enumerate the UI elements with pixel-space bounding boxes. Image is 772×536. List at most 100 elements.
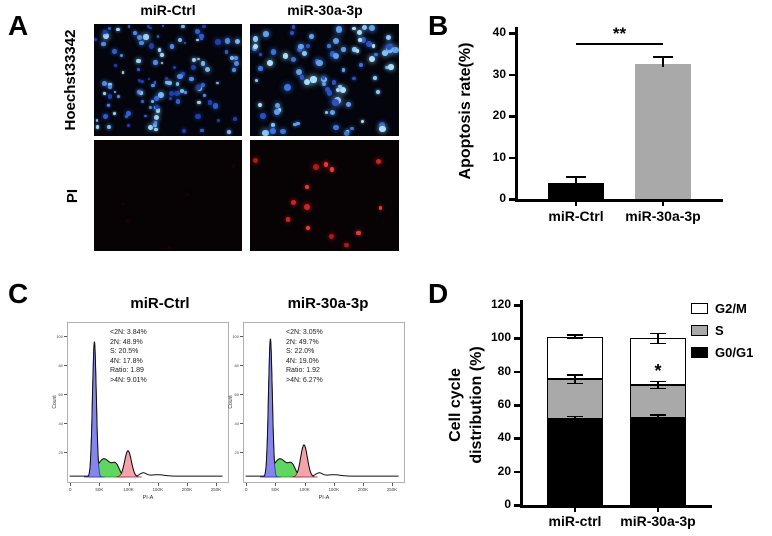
legend-label-G2M: G2/M [715,301,747,316]
d-error-cap [650,414,666,416]
cell-dot [157,92,164,98]
cell-dot [327,43,332,48]
cell-dot [179,88,185,94]
cell-dot [379,122,385,128]
cell-dot [189,76,194,82]
cell-dot [168,91,174,97]
cell-dot [136,89,141,94]
micrograph-hoechst-mir-30a-3p [250,24,399,136]
cell-dot [227,130,231,135]
cell-dot [161,24,165,27]
cell-dot [385,43,393,50]
cell-dot [196,38,199,42]
d-error-line [657,415,659,422]
flow-x-tick-label: 50K [95,487,104,492]
cell-dot [132,30,137,35]
cell-dot [343,242,349,248]
cell-dot [329,167,335,172]
d-segment-G2M-0 [547,336,603,380]
flow-x-tick-label: 0 [68,487,72,492]
cell-dot [151,83,155,88]
d-error-cap [567,382,583,385]
cell-dot [258,66,263,71]
cell-dot [107,94,113,99]
cell-dot [148,43,154,49]
d-x-label-0: miR-ctrl [548,513,602,529]
flow-annotation-line: Ratio: 1.89 [110,367,144,375]
cell-dot [175,99,181,104]
micrograph-pi-mir-30a-3p [250,140,399,251]
cell-dot [154,127,158,132]
d-segment-G2M-1 [630,338,686,385]
cell-dot [141,100,144,103]
flow-annotations: <2N: 3.05% 2N: 49.7% S: 22.0% 4N: 19.0% Rati… [286,328,323,386]
flow-x-tick-label: 50K [271,487,280,492]
cell-dot [103,33,109,39]
cell-dot [154,96,159,101]
cell-dot [352,47,357,52]
flow-cytometry-plot-mir-ctrl: <2N: 3.84% 2N: 48.9% S: 20.5% 4N: 17.8% Rati… [48,320,230,501]
d-y-tick [514,337,520,340]
d-y-axis [520,300,523,508]
cell-dot [112,49,117,54]
panel-c-label: C [8,278,29,309]
cell-dot [270,123,275,128]
cell-dot [274,108,281,115]
d-error-line [657,333,659,344]
cell-dot [336,87,341,92]
cell-dot [296,47,302,53]
cell-dot [183,41,187,45]
cell-dot [271,49,277,55]
d-y-tick-label: 120 [490,297,511,311]
cell-dot [165,80,169,84]
flow-y-tick-label: 100 [56,333,63,339]
cell-dot [232,164,236,168]
flow-annotation-line: <2N: 3.84% [110,329,147,336]
flow-x-tick-label: 100K [123,487,134,492]
g1-peak [84,341,105,478]
flow-y-tick-label: 80 [58,362,63,368]
flow-annotation-line: <2N: 3.05% [286,329,323,336]
d-segment-G0G1-1 [630,418,686,505]
cell-dot [357,29,362,35]
cell-dot [378,205,383,210]
flow-frame [243,322,405,483]
flow-x-tick-label: 100K [299,487,310,492]
cell-dot [135,58,141,64]
b-y-tick [509,32,515,35]
b-category-tick [662,201,664,206]
b-y-tick-label: 30 [492,66,506,81]
cell-dot [195,113,201,120]
cell-dot [233,60,240,67]
flow-x-tick [128,483,130,486]
d-significance-label: * [654,361,662,381]
legend-label-S: S [715,323,724,338]
d-y-tick-label: 0 [504,497,511,511]
panel-a-row-label-hoechst33342: Hoechst33342 [61,29,79,131]
cell-dot [204,66,211,72]
cell-dot [282,53,289,60]
cell-dot [369,55,376,62]
cell-dot [148,77,151,81]
cell-dot [296,69,303,75]
flow-x-tick-label: 0 [244,487,248,492]
cell-dot [197,57,200,61]
cell-dot [200,61,205,66]
cell-dot [192,58,197,63]
cell-dot [195,29,200,35]
panel-a-label: A [8,10,29,41]
cell-dot [153,60,158,65]
cell-dot [172,66,176,70]
cell-dot [106,124,111,129]
flow-x-tick-label: 150K [152,487,163,492]
cell-dot [177,37,182,43]
cell-dot [143,34,149,40]
b-y-tick-label: 20 [492,108,506,122]
flow-x-tick-label: 200K [181,487,193,492]
flow-y-tick [240,452,243,453]
cell-dot [203,94,206,97]
g1-peak [260,338,281,478]
cell-dot [331,80,337,85]
cell-dot [341,68,345,72]
b-category-tick [575,201,577,206]
